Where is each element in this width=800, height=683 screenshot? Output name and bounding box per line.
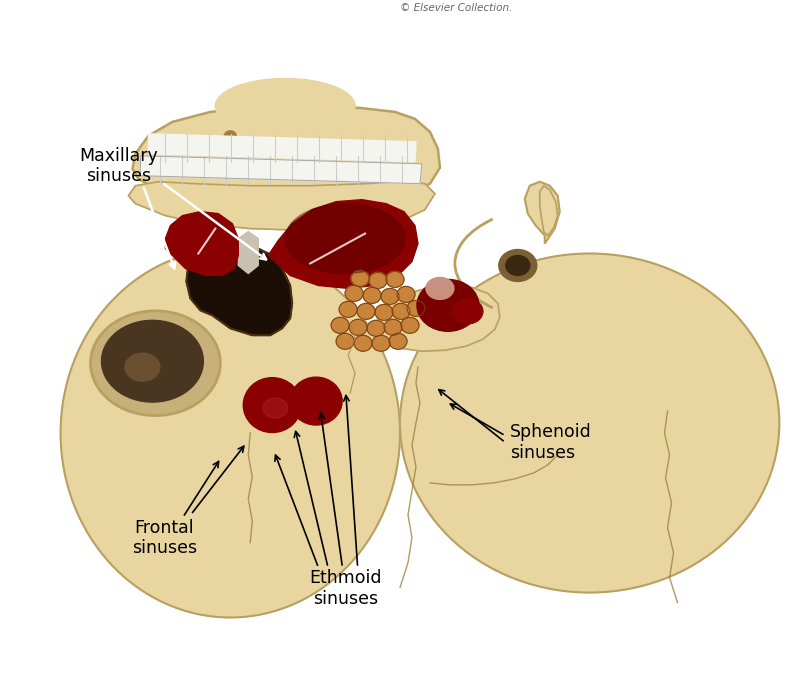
Ellipse shape — [375, 305, 393, 320]
Ellipse shape — [367, 320, 385, 336]
Ellipse shape — [102, 320, 203, 402]
Text: Ethmoid
sinuses: Ethmoid sinuses — [310, 569, 382, 608]
Ellipse shape — [331, 318, 349, 333]
Ellipse shape — [407, 301, 425, 316]
Ellipse shape — [397, 286, 415, 303]
Ellipse shape — [224, 131, 236, 141]
Ellipse shape — [389, 333, 407, 349]
Ellipse shape — [90, 311, 220, 415]
Polygon shape — [166, 212, 238, 275]
Ellipse shape — [369, 273, 387, 288]
Polygon shape — [149, 134, 416, 162]
Ellipse shape — [351, 270, 369, 286]
Ellipse shape — [125, 353, 160, 381]
Ellipse shape — [336, 333, 354, 349]
Ellipse shape — [363, 288, 381, 303]
Ellipse shape — [285, 204, 405, 273]
Polygon shape — [540, 186, 558, 236]
Polygon shape — [525, 182, 560, 244]
Ellipse shape — [290, 377, 342, 425]
Polygon shape — [129, 182, 435, 231]
Text: Sphenoid
sinuses: Sphenoid sinuses — [510, 423, 592, 462]
Ellipse shape — [349, 320, 367, 335]
Text: Frontal
sinuses: Frontal sinuses — [132, 518, 197, 557]
Ellipse shape — [215, 79, 355, 133]
Ellipse shape — [354, 335, 372, 351]
Text: © Elsevier Collection.: © Elsevier Collection. — [400, 3, 512, 14]
Ellipse shape — [243, 378, 301, 432]
Ellipse shape — [417, 279, 479, 331]
Polygon shape — [238, 232, 258, 273]
Polygon shape — [133, 106, 440, 206]
Ellipse shape — [372, 335, 390, 351]
Ellipse shape — [357, 303, 375, 320]
Ellipse shape — [381, 288, 399, 305]
Polygon shape — [141, 156, 422, 184]
Ellipse shape — [384, 320, 402, 335]
Ellipse shape — [345, 285, 363, 301]
Polygon shape — [186, 238, 292, 335]
Ellipse shape — [262, 398, 288, 418]
Text: Maxillary
sinuses: Maxillary sinuses — [79, 147, 158, 186]
Ellipse shape — [339, 301, 357, 318]
Polygon shape — [375, 285, 500, 351]
Ellipse shape — [386, 271, 404, 288]
Ellipse shape — [401, 318, 419, 333]
Ellipse shape — [61, 249, 400, 617]
Ellipse shape — [453, 299, 483, 324]
Ellipse shape — [506, 255, 530, 275]
Ellipse shape — [400, 253, 779, 593]
Ellipse shape — [392, 303, 410, 320]
Ellipse shape — [426, 277, 454, 299]
Polygon shape — [268, 199, 418, 288]
Ellipse shape — [499, 249, 537, 281]
